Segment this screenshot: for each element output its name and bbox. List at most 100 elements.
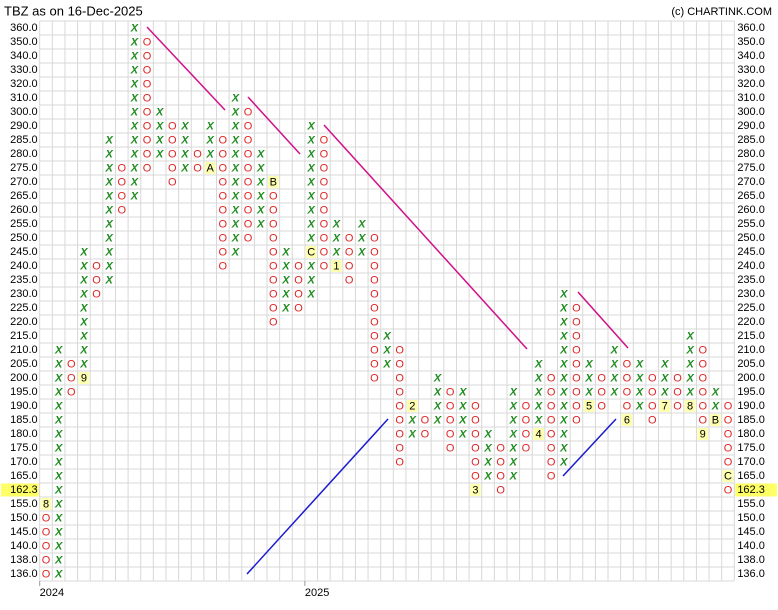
x-box: X	[433, 400, 442, 412]
o-box: O	[244, 162, 253, 174]
o-box: O	[244, 204, 253, 216]
o-box: O	[547, 470, 556, 482]
o-box: O	[168, 162, 177, 174]
o-box: O	[320, 246, 329, 258]
x-box: X	[559, 288, 568, 300]
x-box: X	[104, 148, 113, 160]
x-box: X	[660, 386, 669, 398]
x-box: X	[130, 106, 139, 118]
x-box: X	[307, 204, 316, 216]
x-box: X	[610, 372, 619, 384]
x-box: X	[54, 372, 63, 384]
x-box: X	[610, 386, 619, 398]
o-box: O	[547, 442, 556, 454]
month-marker-bg	[305, 246, 317, 258]
y-tick-label: 330.0	[737, 64, 765, 76]
x-box: X	[79, 302, 88, 314]
y-tick-label: 250.0	[737, 232, 765, 244]
y-tick-label: 180.0	[737, 428, 765, 440]
x-box: X	[130, 134, 139, 146]
y-tick-label: 270.0	[10, 176, 38, 188]
x-box: X	[180, 120, 189, 132]
o-box: O	[244, 148, 253, 160]
month-marker: 6	[624, 414, 630, 426]
o-box: O	[572, 372, 581, 384]
x-box: X	[635, 400, 644, 412]
y-tick-label: 300.0	[737, 106, 765, 118]
o-box: O	[724, 456, 733, 468]
x-box: X	[559, 330, 568, 342]
x-box: X	[509, 414, 518, 426]
o-box: O	[496, 442, 505, 454]
y-tick-label: 185.0	[10, 414, 38, 426]
o-box: O	[370, 232, 379, 244]
last-price-label: 162.3	[10, 484, 38, 496]
o-box: O	[219, 148, 228, 160]
o-box: O	[446, 386, 455, 398]
o-box: O	[698, 386, 707, 398]
month-marker: 7	[662, 400, 668, 412]
x-box: X	[130, 120, 139, 132]
x-box: X	[231, 92, 240, 104]
x-box: X	[155, 120, 164, 132]
x-box: X	[534, 372, 543, 384]
month-marker-bg	[331, 260, 342, 272]
o-box: O	[471, 470, 480, 482]
o-box: O	[446, 428, 455, 440]
y-tick-label: 195.0	[10, 386, 38, 398]
y-tick-label: 240.0	[737, 260, 765, 272]
o-box: O	[294, 288, 303, 300]
o-box: O	[395, 428, 404, 440]
x-box: X	[584, 372, 593, 384]
x-box: X	[231, 176, 240, 188]
x-box: X	[483, 442, 492, 454]
o-box: O	[395, 414, 404, 426]
month-marker-bg	[204, 162, 216, 174]
x-box: X	[408, 428, 417, 440]
o-box: O	[92, 260, 101, 272]
x-box: X	[534, 414, 543, 426]
x-box: X	[256, 148, 265, 160]
o-box: O	[724, 428, 733, 440]
y-tick-label: 255.0	[10, 218, 38, 230]
y-tick-label: 245.0	[10, 246, 38, 258]
o-box: O	[320, 232, 329, 244]
x-tick-label: 2025	[305, 587, 329, 599]
y-tick-label: 350.0	[10, 36, 38, 48]
o-box: O	[370, 274, 379, 286]
o-box: O	[572, 358, 581, 370]
y-tick-label: 155.0	[737, 498, 765, 510]
last-price-label: 162.3	[737, 484, 765, 496]
y-tick-label: 205.0	[737, 358, 765, 370]
o-box: O	[92, 288, 101, 300]
x-box: X	[130, 148, 139, 160]
x-box: X	[281, 260, 290, 272]
o-box: O	[395, 442, 404, 454]
x-box: X	[534, 386, 543, 398]
y-tick-label: 190.0	[737, 400, 765, 412]
o-box: O	[219, 162, 228, 174]
y-tick-label: 150.0	[737, 512, 765, 524]
x-box: X	[307, 274, 316, 286]
o-box: O	[572, 302, 581, 314]
o-box: O	[320, 190, 329, 202]
o-box: O	[673, 372, 682, 384]
x-box: X	[433, 414, 442, 426]
y-tick-label: 350.0	[737, 36, 765, 48]
x-box: X	[54, 540, 63, 552]
y-tick-label: 145.0	[10, 526, 38, 538]
o-box: O	[92, 274, 101, 286]
x-box: X	[307, 134, 316, 146]
credit: (c) CHARTINK.COM	[671, 6, 772, 18]
x-box: X	[54, 554, 63, 566]
o-box: O	[269, 316, 278, 328]
x-box: X	[685, 372, 694, 384]
